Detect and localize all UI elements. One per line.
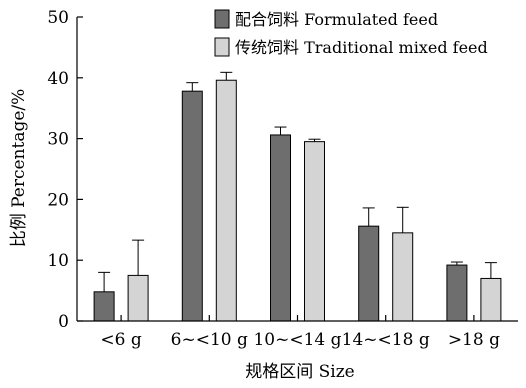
bar-series-2 — [392, 232, 414, 322]
y-tick-label: 10 — [47, 251, 69, 271]
bar-series-1 — [93, 291, 115, 322]
y-axis-title: 比例 Percentage/% — [9, 89, 29, 248]
y-tick-label: 20 — [47, 190, 69, 210]
axes: 0 10 20 30 40 50 <6 g 6~<10 g 10~<14 g 14~<18 g >1… — [47, 8, 518, 350]
bar-series-1 — [181, 90, 203, 322]
bar-series-2 — [480, 277, 502, 322]
y-tick-label: 0 — [58, 312, 69, 332]
x-tick-label: 14~<18 g — [342, 330, 430, 350]
x-tick-label: 10~<14 g — [253, 330, 341, 350]
x-axis-title: 规格区间 Size — [245, 362, 355, 382]
legend-swatch — [214, 9, 230, 29]
y-tick-label: 30 — [47, 130, 69, 150]
legend-label: 传统饲料 Traditional mixed feed — [235, 38, 488, 57]
plot-area — [93, 71, 502, 322]
bar-series-2 — [127, 274, 149, 322]
y-tick-label: 50 — [47, 8, 69, 28]
y-tick-label: 40 — [47, 69, 69, 89]
x-tick-label: >18 g — [448, 330, 500, 350]
bar-series-1 — [446, 264, 468, 322]
bar-series-2 — [304, 141, 325, 322]
x-tick-label: 6~<10 g — [171, 330, 248, 350]
legend-label: 配合饲料 Formulated feed — [235, 10, 438, 29]
x-tick-label: <6 g — [100, 330, 141, 350]
legend-swatch — [214, 37, 230, 57]
bar-series-1 — [358, 225, 380, 322]
bar-series-2 — [215, 79, 237, 322]
bar-series-1 — [270, 134, 291, 322]
legend: 配合饲料 Formulated feed 传统饲料 Traditional mix… — [214, 9, 488, 57]
